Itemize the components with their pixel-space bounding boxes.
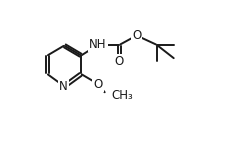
Text: O: O bbox=[94, 78, 103, 91]
Text: N: N bbox=[59, 80, 68, 93]
Text: NH: NH bbox=[89, 38, 107, 51]
Text: O: O bbox=[132, 29, 141, 42]
Text: O: O bbox=[114, 55, 124, 68]
Text: CH₃: CH₃ bbox=[111, 89, 133, 102]
